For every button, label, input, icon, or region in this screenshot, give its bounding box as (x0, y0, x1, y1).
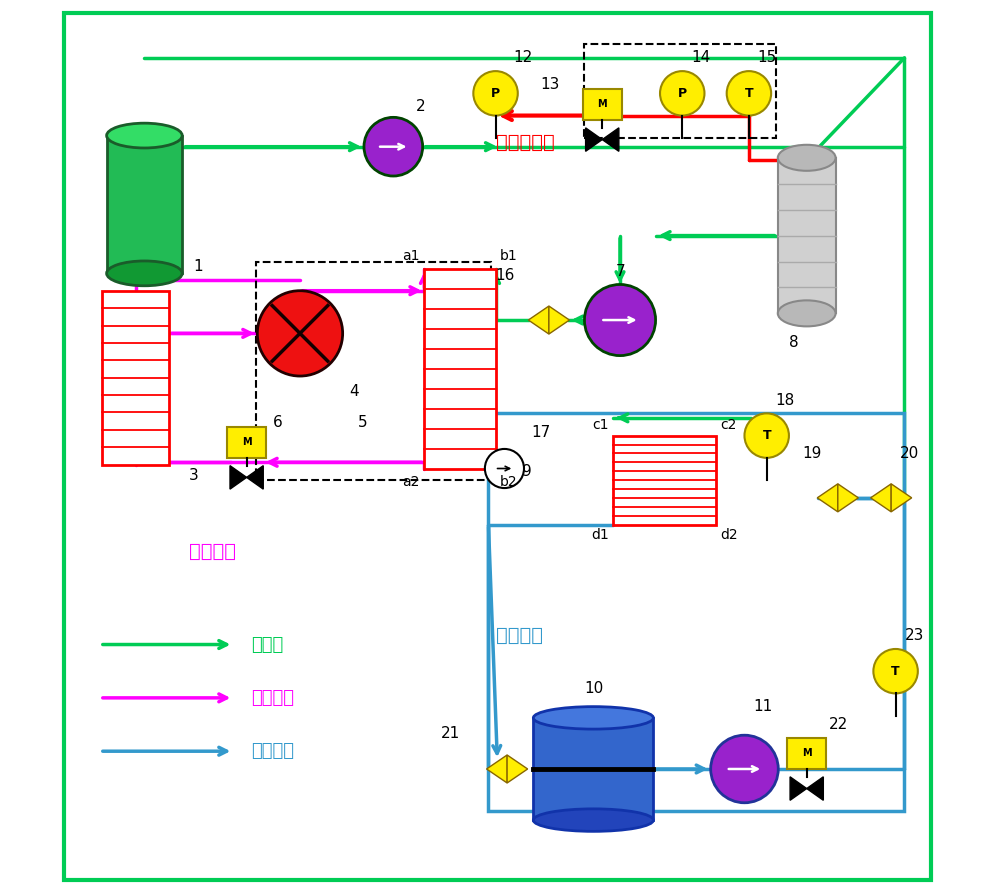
Text: 1: 1 (193, 260, 203, 274)
Circle shape (711, 735, 778, 803)
Text: 22: 22 (829, 717, 848, 732)
Ellipse shape (778, 145, 836, 171)
Text: 水蒸气出口: 水蒸气出口 (496, 132, 554, 152)
Polygon shape (807, 777, 823, 800)
Polygon shape (838, 484, 858, 512)
Circle shape (660, 71, 704, 116)
Text: 13: 13 (540, 77, 559, 92)
Text: M: M (242, 437, 251, 447)
Text: b2: b2 (500, 476, 518, 489)
Ellipse shape (778, 300, 836, 326)
Circle shape (584, 284, 656, 356)
Polygon shape (891, 484, 912, 512)
Text: a2: a2 (403, 476, 420, 489)
Bar (102, 292, 169, 464)
Text: P: P (491, 87, 500, 100)
Text: 16: 16 (496, 268, 515, 283)
Ellipse shape (107, 124, 182, 148)
Circle shape (364, 117, 423, 176)
Polygon shape (790, 777, 807, 800)
Ellipse shape (533, 809, 653, 831)
Text: c1: c1 (592, 418, 609, 432)
Bar (533, 718, 653, 820)
Bar (583, 89, 622, 120)
Text: 7: 7 (616, 264, 625, 278)
Text: 4: 4 (349, 384, 358, 398)
Polygon shape (586, 128, 602, 151)
Bar (107, 135, 182, 273)
Text: a1: a1 (402, 249, 420, 262)
Text: 11: 11 (753, 700, 773, 714)
Text: 热泵循环: 热泵循环 (251, 689, 294, 707)
Text: 储能循环: 储能循环 (251, 742, 294, 760)
Polygon shape (528, 306, 549, 334)
Text: 8: 8 (789, 335, 799, 349)
Text: 3: 3 (189, 469, 199, 483)
Text: M: M (597, 100, 607, 109)
Bar (227, 427, 266, 458)
Text: b1: b1 (500, 249, 518, 262)
Polygon shape (602, 128, 619, 151)
Circle shape (257, 291, 343, 376)
Bar (787, 738, 826, 769)
Bar (613, 436, 716, 525)
Bar (584, 44, 776, 138)
Ellipse shape (533, 707, 653, 729)
Circle shape (473, 71, 518, 116)
Circle shape (873, 649, 918, 693)
Text: d2: d2 (720, 528, 738, 542)
Text: 17: 17 (531, 426, 550, 440)
Text: 10: 10 (584, 682, 604, 696)
Polygon shape (247, 466, 263, 489)
Text: 储能循环: 储能循环 (496, 626, 543, 645)
Bar (256, 262, 491, 480)
Text: 热泵循环: 热泵循环 (189, 541, 236, 561)
Ellipse shape (107, 261, 182, 285)
Text: P: P (678, 87, 687, 100)
Circle shape (727, 71, 771, 116)
Polygon shape (871, 484, 891, 512)
Text: 15: 15 (758, 51, 777, 65)
Text: 6: 6 (273, 415, 283, 429)
Bar (424, 268, 496, 469)
Text: 20: 20 (900, 446, 919, 461)
Text: T: T (891, 665, 900, 677)
Circle shape (485, 449, 524, 488)
Text: T: T (762, 429, 771, 442)
Text: 5: 5 (358, 415, 367, 429)
Text: 14: 14 (691, 51, 710, 65)
Text: 21: 21 (440, 726, 460, 741)
Text: 12: 12 (513, 51, 533, 65)
Circle shape (744, 413, 789, 458)
Text: 23: 23 (904, 629, 924, 643)
Polygon shape (817, 484, 838, 512)
Text: d1: d1 (591, 528, 609, 542)
Text: 19: 19 (802, 446, 822, 461)
Polygon shape (507, 755, 528, 783)
Polygon shape (230, 466, 247, 489)
Text: 2: 2 (416, 100, 425, 114)
Text: T: T (745, 87, 753, 100)
Text: 水循环: 水循环 (251, 636, 283, 653)
Bar (778, 158, 836, 314)
Text: 18: 18 (776, 393, 795, 407)
Polygon shape (549, 306, 569, 334)
Polygon shape (487, 755, 507, 783)
Text: c2: c2 (720, 418, 736, 432)
Text: M: M (802, 749, 812, 758)
Text: 9: 9 (522, 464, 532, 478)
Bar (488, 413, 904, 811)
